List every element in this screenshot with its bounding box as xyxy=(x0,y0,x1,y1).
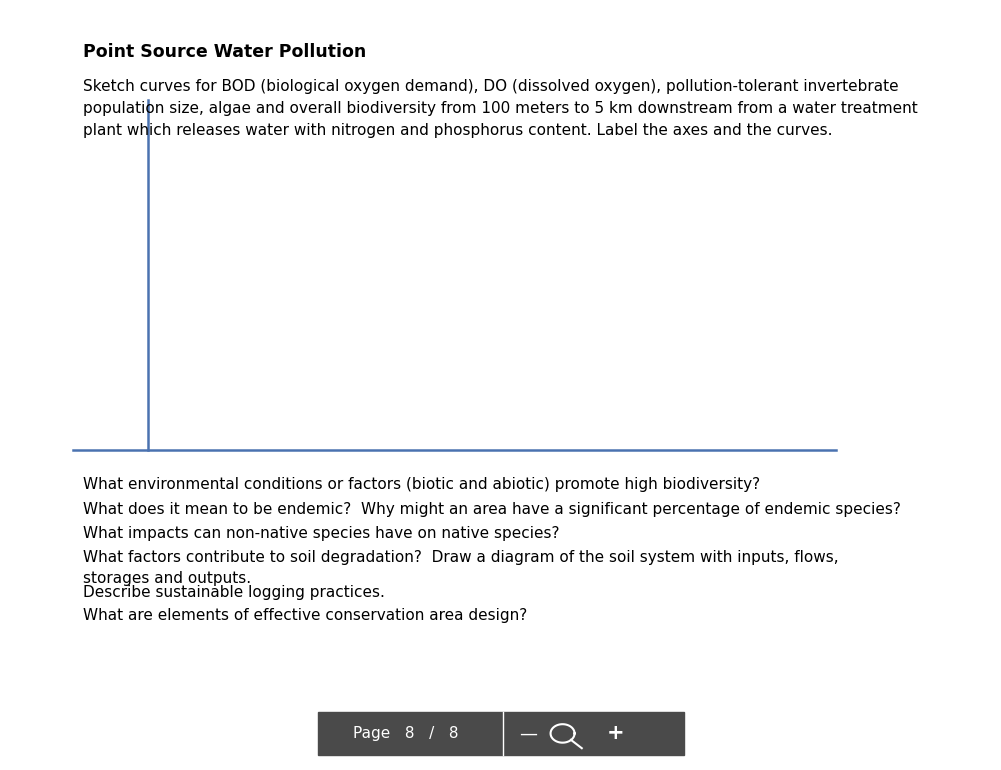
Text: What environmental conditions or factors (biotic and abiotic) promote high biodi: What environmental conditions or factors… xyxy=(83,477,760,492)
Text: Point Source Water Pollution: Point Source Water Pollution xyxy=(83,43,366,61)
Bar xyxy=(318,712,684,755)
Text: What does it mean to be endemic?  Why might an area have a significant percentag: What does it mean to be endemic? Why mig… xyxy=(83,502,901,517)
Text: Page   8   /   8: Page 8 / 8 xyxy=(352,726,458,741)
Text: Sketch curves for BOD (biological oxygen demand), DO (dissolved oxygen), polluti: Sketch curves for BOD (biological oxygen… xyxy=(83,79,918,138)
Text: Describe sustainable logging practices.: Describe sustainable logging practices. xyxy=(83,585,385,600)
Text: What factors contribute to soil degradation?  Draw a diagram of the soil system : What factors contribute to soil degradat… xyxy=(83,550,839,587)
Text: What impacts can non-native species have on native species?: What impacts can non-native species have… xyxy=(83,526,560,541)
Text: +: + xyxy=(607,724,625,743)
Text: What are elements of effective conservation area design?: What are elements of effective conservat… xyxy=(83,608,528,623)
Text: —: — xyxy=(520,725,538,742)
